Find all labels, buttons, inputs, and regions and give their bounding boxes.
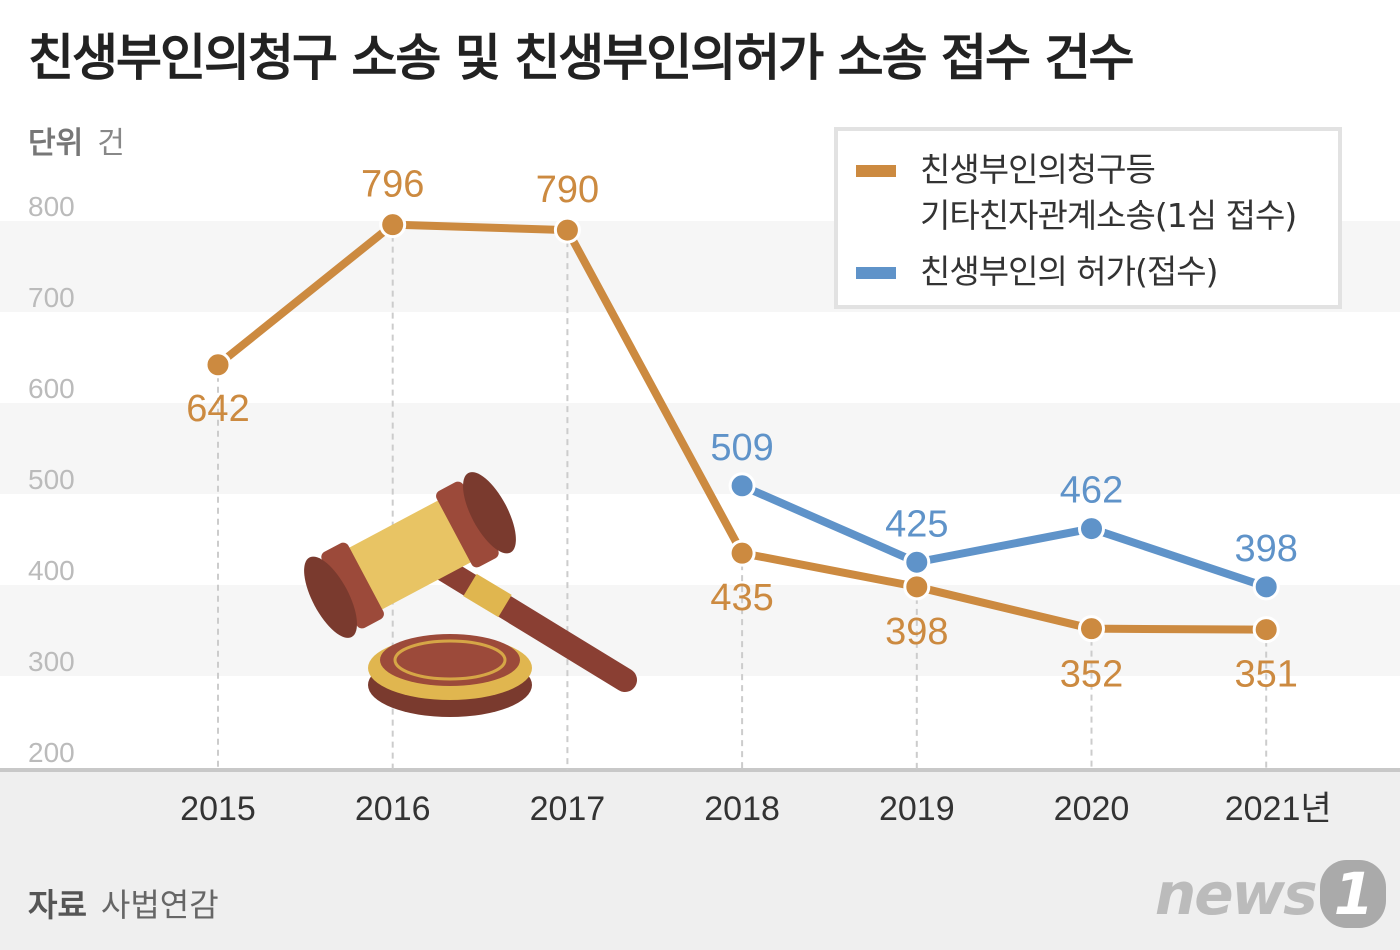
y-tick-label: 500 <box>28 464 75 495</box>
data-point <box>728 539 756 567</box>
source-value: 사법연감 <box>100 886 219 924</box>
unit-key: 단위 <box>28 126 84 161</box>
data-label: 790 <box>536 169 599 211</box>
y-tick-label: 200 <box>28 737 75 768</box>
data-label: 642 <box>186 388 249 430</box>
data-label: 509 <box>710 427 773 469</box>
data-label: 352 <box>1060 654 1123 696</box>
legend-label: 친생부인의청구등 기타친자관계소송(1심 접수) <box>920 150 1297 235</box>
data-point <box>553 216 581 244</box>
y-tick-label: 700 <box>28 282 75 313</box>
y-tick-label: 600 <box>28 373 75 404</box>
unit-value: 건 <box>97 126 125 161</box>
legend-swatch <box>856 165 896 177</box>
data-point <box>1252 616 1280 644</box>
data-label: 462 <box>1060 470 1123 512</box>
legend-label: 친생부인의 허가(접수) <box>920 252 1218 291</box>
gavel-illustration <box>304 472 637 717</box>
data-point <box>728 472 756 500</box>
data-point <box>903 573 931 601</box>
data-label: 398 <box>1234 528 1297 570</box>
x-tick-label: 2018 <box>704 790 780 828</box>
legend-item-permit: 친생부인의 허가(접수) <box>856 249 1218 295</box>
y-tick-label: 400 <box>28 555 75 586</box>
news1-logo: news 1 <box>1155 860 1386 928</box>
x-tick-label: 2021년 <box>1225 790 1332 828</box>
source: 자료 사법연감 <box>28 880 219 926</box>
legend-swatch <box>856 267 896 279</box>
legend-item-lawsuit: 친생부인의청구등 기타친자관계소송(1심 접수) <box>856 147 1297 239</box>
data-point <box>1078 615 1105 643</box>
x-tick-label: 2017 <box>530 790 606 828</box>
series-line <box>740 482 1268 591</box>
data-point <box>1252 573 1280 601</box>
data-point <box>903 548 931 576</box>
data-label: 398 <box>885 611 948 653</box>
data-point <box>379 211 407 239</box>
source-key: 자료 <box>28 886 87 924</box>
y-tick-label: 300 <box>28 646 75 677</box>
legend: 친생부인의청구등 기타친자관계소송(1심 접수) 친생부인의 허가(접수) <box>834 127 1342 309</box>
data-point <box>204 351 232 379</box>
data-point <box>1078 515 1105 543</box>
data-label: 796 <box>361 164 424 206</box>
page-title: 친생부인의청구 소송 및 친생부인의허가 소송 접수 건수 <box>28 29 1134 87</box>
x-tick-label: 2016 <box>355 790 431 828</box>
data-label: 435 <box>710 577 773 619</box>
unit-label: 단위 건 <box>28 118 125 162</box>
data-label: 351 <box>1234 654 1297 696</box>
y-tick-label: 800 <box>28 191 75 222</box>
x-tick-label: 2019 <box>879 790 955 828</box>
x-tick-label: 2015 <box>180 790 256 828</box>
data-label: 425 <box>885 503 948 545</box>
x-tick-label: 2020 <box>1054 790 1130 828</box>
axis-area <box>0 770 1400 950</box>
